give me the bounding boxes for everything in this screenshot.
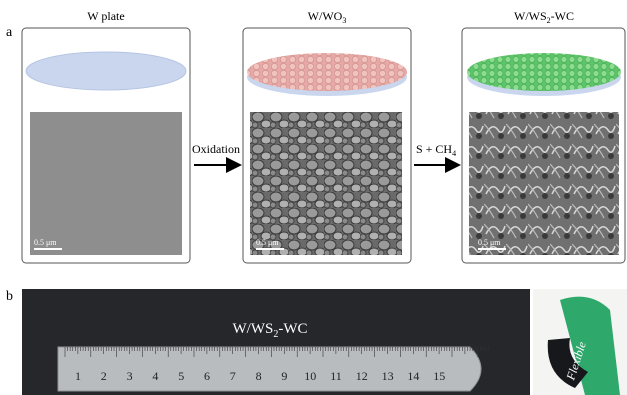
ruler-number: 13 bbox=[382, 369, 394, 383]
arrow-label: Oxidation bbox=[192, 142, 240, 156]
disc-coating bbox=[467, 53, 621, 91]
sem-image bbox=[30, 112, 182, 255]
ruler-number: 5 bbox=[178, 369, 184, 383]
ruler-number: 9 bbox=[281, 369, 287, 383]
ruler-number: 15 bbox=[433, 369, 445, 383]
figure: a W plate 0.5 μm W/WO3 0.5 μm W/WS2-WC 0… bbox=[0, 0, 627, 395]
ruler-number: 6 bbox=[204, 369, 210, 383]
scale-bar bbox=[256, 248, 284, 250]
step-title: W plate bbox=[87, 9, 124, 23]
ruler-number: 1 bbox=[75, 369, 81, 383]
ruler-number: 10 bbox=[304, 369, 316, 383]
step-title: W/WO3 bbox=[308, 9, 347, 25]
disc-coating bbox=[247, 53, 407, 91]
ruler-number: 2 bbox=[101, 369, 107, 383]
arrow-label: S + CH4 bbox=[416, 142, 456, 158]
panel-label: a bbox=[6, 25, 13, 40]
scale-bar-label: 0.5 μm bbox=[256, 238, 279, 247]
scale-bar-label: 0.5 μm bbox=[34, 238, 57, 247]
ruler-number: 4 bbox=[152, 369, 158, 383]
scale-bar bbox=[34, 248, 62, 250]
scale-bar bbox=[478, 248, 506, 250]
ruler-number: 8 bbox=[256, 369, 262, 383]
ruler-number: 14 bbox=[407, 369, 419, 383]
ruler-number: 11 bbox=[330, 369, 342, 383]
ruler-number: 12 bbox=[356, 369, 368, 383]
scale-bar-label: 0.5 μm bbox=[478, 238, 501, 247]
disc bbox=[26, 52, 186, 90]
panel-label: b bbox=[6, 289, 13, 304]
sem-image bbox=[250, 112, 402, 255]
step-title: W/WS2-WC bbox=[514, 9, 574, 25]
sem-image bbox=[469, 112, 619, 255]
step-box: W plate 0.5 μm bbox=[22, 9, 190, 263]
step-box: W/WO3 0.5 μm bbox=[243, 9, 411, 263]
step-box: W/WS2-WC 0.5 μm bbox=[462, 9, 625, 263]
ruler-number: 3 bbox=[127, 369, 133, 383]
ruler-number: 7 bbox=[230, 369, 236, 383]
